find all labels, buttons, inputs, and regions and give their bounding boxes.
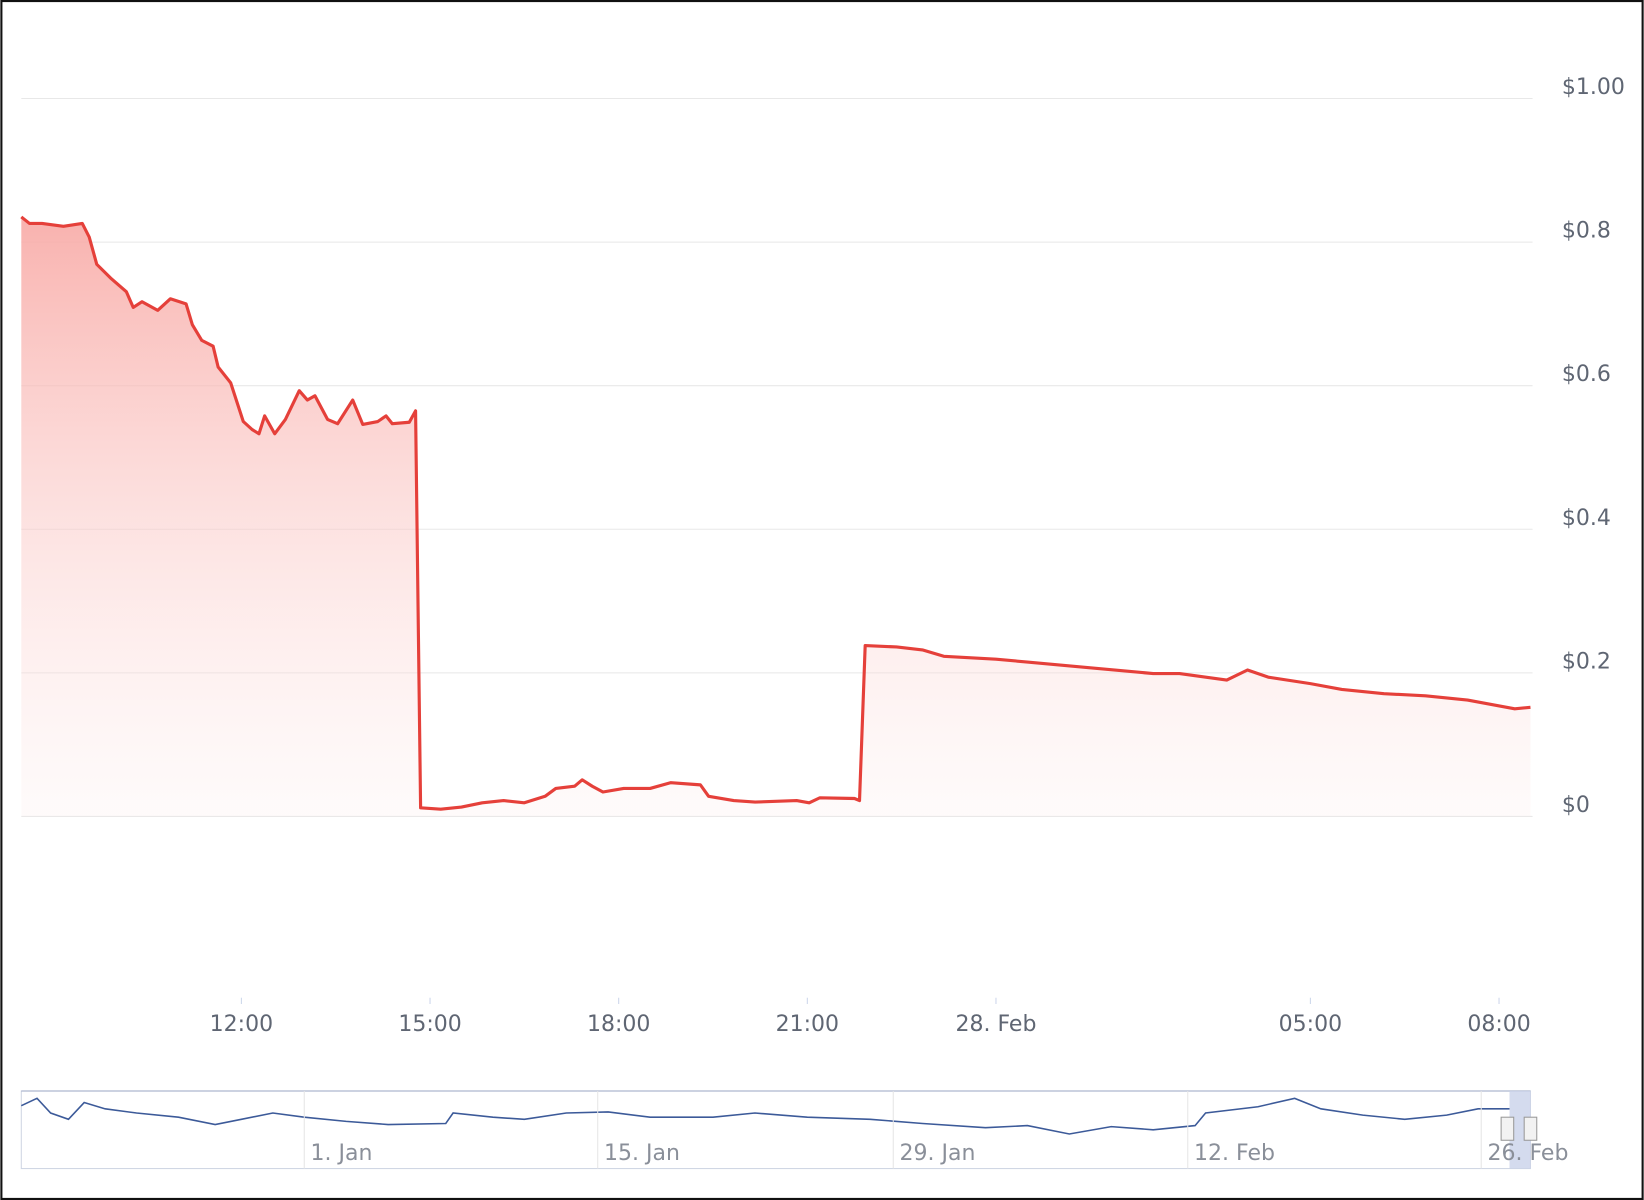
navigator-selection[interactable]	[1509, 1091, 1531, 1169]
y-tick-label: $0.6	[1562, 362, 1611, 387]
navigator-label: 29. Jan	[900, 1141, 976, 1166]
navigator-line	[20, 1097, 1510, 1135]
navigator-label: 12. Feb	[1194, 1141, 1275, 1166]
x-tick-label: 21:00	[776, 1012, 839, 1037]
x-tick-label: 18:00	[587, 1012, 650, 1037]
navigator-handle[interactable]	[1500, 1116, 1515, 1141]
x-tick-label: 12:00	[210, 1012, 273, 1037]
navigator: 1. Jan 15. Jan 29. Jan 12. Feb 26. Feb	[20, 1090, 1569, 1170]
y-tick-label: $0.8	[1562, 219, 1611, 244]
y-tick-label: $0.2	[1562, 649, 1611, 674]
price-line	[20, 215, 1531, 811]
x-tick-label: 28. Feb	[956, 1012, 1037, 1037]
navigator-label: 15. Jan	[604, 1141, 680, 1166]
x-tick-label: 05:00	[1279, 1012, 1342, 1037]
area	[21, 216, 1531, 817]
navigator-label: 1. Jan	[311, 1141, 373, 1166]
x-tick-label: 08:00	[1467, 1012, 1530, 1037]
x-tick-label: 15:00	[398, 1012, 461, 1037]
y-tick-label: $1.00	[1562, 75, 1625, 100]
navigator-label: 26. Feb	[1488, 1141, 1569, 1166]
y-tick-label: $0.4	[1562, 506, 1611, 531]
y-tick-label: $0	[1562, 793, 1590, 818]
navigator-handle[interactable]	[1523, 1116, 1538, 1141]
